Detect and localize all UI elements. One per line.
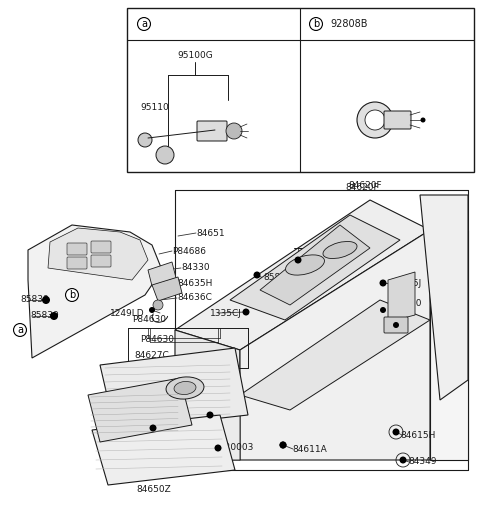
Text: 84635H: 84635H xyxy=(177,278,212,288)
Text: 84615H: 84615H xyxy=(400,430,435,440)
Text: 95110: 95110 xyxy=(140,104,169,113)
Text: 84620F: 84620F xyxy=(345,183,379,191)
Text: 84650Z: 84650Z xyxy=(136,456,171,464)
Text: 84330: 84330 xyxy=(181,264,210,272)
Polygon shape xyxy=(388,272,415,322)
Circle shape xyxy=(295,257,301,264)
Text: P84630: P84630 xyxy=(140,336,174,345)
Polygon shape xyxy=(175,330,240,460)
Ellipse shape xyxy=(286,255,324,275)
Text: 92808B: 92808B xyxy=(330,19,368,29)
Text: b: b xyxy=(69,290,75,300)
Circle shape xyxy=(393,322,399,328)
Polygon shape xyxy=(260,225,370,305)
Circle shape xyxy=(380,279,386,287)
Text: P84686: P84686 xyxy=(172,247,206,256)
Text: BR0003: BR0003 xyxy=(218,442,253,451)
Polygon shape xyxy=(92,415,235,485)
Polygon shape xyxy=(420,195,468,400)
Text: 84636C: 84636C xyxy=(177,294,212,302)
Text: 77220: 77220 xyxy=(393,299,421,309)
FancyBboxPatch shape xyxy=(384,111,411,129)
Polygon shape xyxy=(148,262,176,286)
Text: a: a xyxy=(141,19,147,29)
Circle shape xyxy=(149,307,155,313)
Circle shape xyxy=(149,424,156,431)
Circle shape xyxy=(253,271,261,278)
Text: 84650Z: 84650Z xyxy=(136,485,171,494)
Circle shape xyxy=(380,307,386,313)
Text: 84611A: 84611A xyxy=(292,444,327,453)
Polygon shape xyxy=(48,228,148,280)
Text: 84620F: 84620F xyxy=(348,180,382,189)
Circle shape xyxy=(357,102,393,138)
Circle shape xyxy=(226,123,242,139)
Polygon shape xyxy=(100,348,248,430)
Text: 95100G: 95100G xyxy=(177,50,213,59)
Text: 84225A: 84225A xyxy=(318,254,352,262)
Circle shape xyxy=(138,133,152,147)
Circle shape xyxy=(242,309,250,316)
Polygon shape xyxy=(127,8,474,172)
Ellipse shape xyxy=(323,241,357,259)
FancyBboxPatch shape xyxy=(67,243,87,255)
Circle shape xyxy=(393,429,399,436)
Polygon shape xyxy=(175,380,240,460)
Polygon shape xyxy=(28,225,162,358)
Text: 84349: 84349 xyxy=(408,458,436,467)
Circle shape xyxy=(279,441,287,449)
Polygon shape xyxy=(430,230,468,460)
Text: 84615J: 84615J xyxy=(390,278,421,288)
Text: a: a xyxy=(17,325,23,335)
Text: 1249LD: 1249LD xyxy=(110,309,144,318)
Circle shape xyxy=(42,296,50,304)
Text: 84518: 84518 xyxy=(210,359,239,368)
FancyBboxPatch shape xyxy=(384,317,408,333)
Circle shape xyxy=(156,146,174,164)
Circle shape xyxy=(206,411,214,419)
Polygon shape xyxy=(240,300,430,410)
Circle shape xyxy=(153,300,163,310)
Polygon shape xyxy=(88,378,192,442)
Circle shape xyxy=(50,312,58,320)
Circle shape xyxy=(279,441,287,449)
Circle shape xyxy=(365,110,385,130)
Circle shape xyxy=(399,457,407,463)
Polygon shape xyxy=(152,277,182,301)
FancyBboxPatch shape xyxy=(67,257,87,269)
Text: 85839: 85839 xyxy=(30,310,59,319)
Circle shape xyxy=(215,444,221,451)
Polygon shape xyxy=(175,200,430,350)
Circle shape xyxy=(420,117,425,123)
Text: 1335CJ: 1335CJ xyxy=(210,309,242,318)
Text: 84651: 84651 xyxy=(196,228,225,238)
FancyBboxPatch shape xyxy=(91,255,111,267)
FancyBboxPatch shape xyxy=(91,241,111,253)
Text: 85839: 85839 xyxy=(263,274,292,282)
Text: P84630: P84630 xyxy=(132,316,166,325)
Text: 84627C: 84627C xyxy=(134,351,169,360)
Text: 85839: 85839 xyxy=(20,296,49,305)
Ellipse shape xyxy=(166,377,204,399)
Polygon shape xyxy=(230,215,400,320)
Polygon shape xyxy=(240,230,430,460)
Text: 1018AD: 1018AD xyxy=(105,420,141,429)
Text: b: b xyxy=(313,19,319,29)
Ellipse shape xyxy=(174,381,196,394)
FancyBboxPatch shape xyxy=(197,121,227,141)
